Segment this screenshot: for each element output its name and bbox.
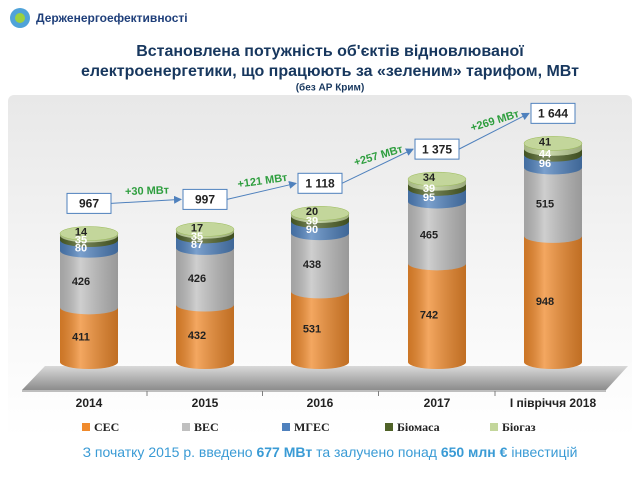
chart-subtitle: (без АР Крим) — [296, 82, 365, 94]
data-label: 87 — [191, 239, 203, 251]
segment-shade — [176, 304, 234, 369]
data-label: 426 — [72, 276, 90, 288]
cylinder-top — [407, 171, 467, 187]
cylinder-top — [290, 206, 350, 221]
data-label: 742 — [420, 310, 438, 322]
x-tick-label: 2015 — [192, 396, 219, 410]
segment-shade — [176, 247, 235, 312]
total-label: 1 118 — [305, 176, 335, 190]
cylinder-top — [523, 136, 583, 151]
legend-label: Біомаса — [397, 420, 440, 434]
growth-label: +30 МВт — [125, 185, 170, 199]
growth-arrow — [458, 112, 530, 150]
growth-arrow — [341, 148, 414, 184]
logo-text: Держенергоефективності — [36, 11, 188, 25]
segment-shade — [408, 201, 466, 271]
footer-part: та залучено понад — [312, 444, 441, 460]
segment-shade — [291, 291, 349, 369]
data-label: 14 — [75, 226, 88, 238]
data-label: 34 — [423, 172, 436, 184]
legend-swatch — [490, 423, 498, 431]
data-label: 438 — [303, 259, 321, 271]
legend-swatch — [182, 423, 190, 431]
data-label: 432 — [188, 330, 206, 342]
growth-arrow — [110, 195, 182, 204]
x-tick-label: 2014 — [76, 396, 103, 410]
data-label: 35 — [191, 231, 203, 243]
segment-shade — [524, 235, 582, 369]
legend-swatch — [82, 423, 90, 431]
total-label: 997 — [195, 193, 215, 207]
cylinder-top — [59, 226, 119, 241]
x-tick-label: І півріччя 2018 — [510, 396, 597, 410]
data-label: 17 — [191, 222, 203, 234]
legend-label: ВЕС — [194, 420, 219, 434]
legend-swatch — [282, 423, 290, 431]
growth-arrow — [226, 181, 297, 200]
footer-part: 650 млн € — [441, 444, 508, 460]
data-label: 44 — [539, 149, 552, 161]
cylinder-top — [175, 222, 235, 237]
total-label: 967 — [79, 197, 99, 211]
total-label: 1 644 — [538, 107, 568, 121]
legend-label: СЕС — [94, 420, 119, 434]
segment-shade — [524, 167, 582, 243]
floor — [22, 366, 628, 390]
total-label: 1 375 — [422, 142, 452, 156]
legend-swatch — [385, 423, 393, 431]
chart-title: Встановлена потужність об'єктів відновлю… — [136, 43, 524, 60]
data-label: 531 — [303, 324, 321, 336]
legend-label: МГЕС — [294, 420, 330, 434]
data-label: 411 — [72, 332, 90, 344]
data-label: 465 — [420, 229, 438, 241]
data-label: 515 — [536, 199, 554, 211]
footer: З початку 2015 р. введено 677 МВт та зал… — [83, 444, 578, 460]
data-label: 80 — [75, 242, 87, 254]
data-label: 948 — [536, 296, 554, 308]
data-label: 20 — [306, 206, 318, 218]
data-label: 39 — [306, 215, 318, 227]
data-label: 426 — [188, 273, 206, 285]
footer-part: З початку 2015 р. введено — [83, 444, 257, 460]
segment-shade — [60, 250, 118, 315]
segment-shade — [408, 263, 466, 369]
data-label: 41 — [539, 136, 551, 148]
data-label: 90 — [306, 224, 318, 236]
footer-part: 677 МВт — [256, 444, 312, 460]
footer-part: інвестицій — [507, 444, 577, 460]
x-tick-label: 2017 — [424, 396, 451, 410]
data-label: 35 — [75, 235, 87, 247]
total-box — [530, 102, 576, 124]
data-label: 95 — [423, 192, 435, 204]
segment-shade — [291, 233, 349, 299]
x-tick-label: 2016 — [307, 396, 334, 410]
data-label: 96 — [539, 158, 551, 170]
segment-shade — [60, 307, 118, 369]
data-label: 39 — [423, 183, 435, 195]
logo-icon-core — [15, 13, 25, 23]
legend-label: Біогаз — [502, 420, 536, 434]
chart-title-line2: електроенергетики, що працюють за «зелен… — [81, 63, 579, 80]
